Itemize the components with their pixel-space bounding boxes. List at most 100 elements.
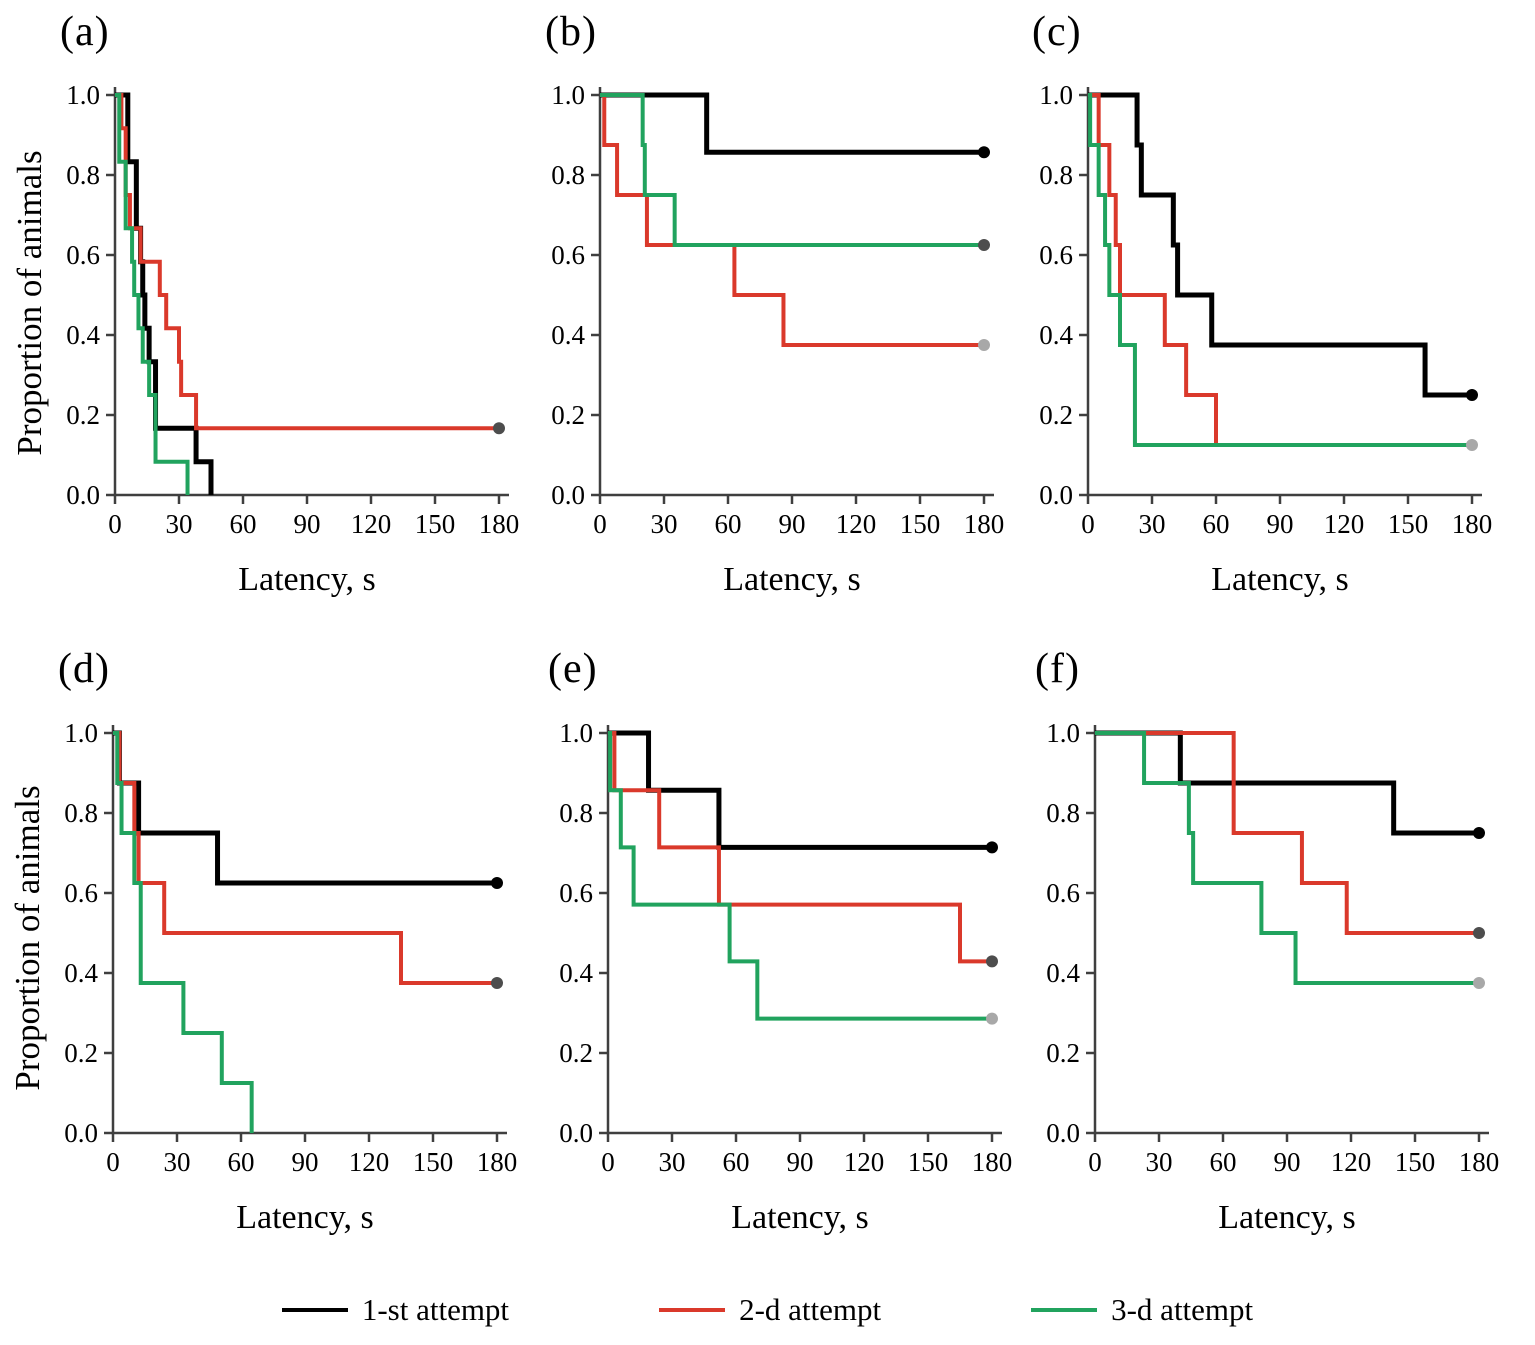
y-tick-label: 1.0 [1046,718,1080,748]
panel-label-f: (f) [1035,646,1080,692]
panel-f: 1.0 0.8 0.6 0.4 0.2 0.0 0 30 60 90 120 150 180 Latenc… [1017,713,1517,1248]
survival-plot-f: 1.0 0.8 0.6 0.4 0.2 0.0 0 30 60 90 120 150 180 Latenc… [1046,718,1499,1236]
legend-label: 3-d attempt [1111,1292,1254,1327]
y-tick-label: 1.0 [1039,80,1073,110]
legend-item-2d-attempt: 2-d attempt [659,1292,881,1328]
censor-dot-1-st-attempt [986,841,998,854]
y-tick-label: 0.4 [559,958,593,988]
curve-2-d-attempt [115,93,499,431]
panel-c: 1.0 0.8 0.6 0.4 0.2 0.0 0 30 60 90 120 150 180 Latenc… [1010,75,1510,610]
censor-dot-3-d-attempt [1473,977,1485,989]
y-tick-label: 0.2 [559,1038,593,1068]
x-tick-label: 30 [166,509,193,539]
censor-dot-2-d-attempt [493,422,505,435]
y-tick-label: 0.4 [1039,320,1073,350]
y-tick-label: 0.8 [551,160,585,190]
panel-label-b: (b) [545,9,597,55]
legend: 1-st attempt 2-d attempt 3-d attempt [0,1292,1535,1328]
x-tick-label: 180 [479,509,520,539]
y-tick-label: 0.2 [66,400,100,430]
y-tick-label: 0.8 [559,798,593,828]
x-tick-label: 180 [964,509,1005,539]
x-tick-label: 120 [351,509,392,539]
legend-item-3d-attempt: 3-d attempt [1031,1292,1253,1328]
x-tick-label: 120 [349,1147,390,1177]
y-tick-label: 0.6 [559,878,593,908]
x-tick-label: 150 [413,1147,454,1177]
x-tick-label: 90 [292,1147,319,1177]
y-tick-label: 0.2 [1039,400,1073,430]
axis-spines [598,87,994,497]
curve-1-st-attempt [600,92,984,155]
curve-2-d-attempt [1095,731,1479,935]
x-axis-label: Latency, s [238,561,376,598]
y-tick-label: 0.2 [1046,1038,1080,1068]
legend-label: 2-d attempt [739,1292,882,1327]
y-tick-label: 0.2 [551,400,585,430]
panel-label-c: (c) [1032,9,1082,55]
y-tick-label: 0.0 [64,1118,98,1148]
panel-d: 1.0 0.8 0.6 0.4 0.2 0.0 0 30 60 90 120 150 180 Latenc… [35,713,535,1248]
x-axis-label: Latency, s [723,561,861,598]
survival-plot-e: 1.0 0.8 0.6 0.4 0.2 0.0 0 30 60 90 120 150 180 Latenc… [559,718,1013,1236]
y-tick-label: 0.0 [1046,1118,1080,1148]
y-tick-label: 1.0 [559,718,593,748]
x-tick-label: 60 [228,1147,255,1177]
x-tick-label: 30 [1139,509,1166,539]
axis-spines [111,725,507,1135]
curve-3-d-attempt [608,731,992,1021]
censor-dot-2-d-attempt [1473,927,1485,939]
x-tick-label: 90 [294,509,321,539]
curve-1-st-attempt [1088,92,1472,398]
x-tick-label: 180 [972,1147,1013,1177]
y-tick-label: 0.8 [64,798,98,828]
curve-3-d-attempt [1095,731,1479,985]
x-tick-label: 60 [1203,509,1230,539]
x-tick-label: 30 [1146,1147,1173,1177]
axis-spines [1086,87,1482,497]
y-tick-label: 1.0 [551,80,585,110]
y-tick-label: 1.0 [66,80,100,110]
curve-2-d-attempt [1088,93,1218,445]
x-tick-label: 0 [1081,509,1095,539]
x-tick-label: 120 [844,1147,885,1177]
censor-dot-1-st-attempt [1466,389,1478,401]
x-axis-label: Latency, s [1211,561,1349,598]
x-tick-label: 0 [1088,1147,1102,1177]
x-axis-label: Latency, s [236,1199,374,1236]
censor-dot-1-st-attempt [491,877,503,889]
axis-spines [1093,725,1489,1135]
panel-e: 1.0 0.8 0.6 0.4 0.2 0.0 0 30 60 90 120 150 180 Latenc… [530,713,1030,1248]
x-tick-label: 150 [1388,509,1429,539]
x-tick-label: 120 [1324,509,1365,539]
x-tick-label: 60 [715,509,742,539]
x-axis-label: Latency, s [1218,1199,1356,1236]
axis-spines [113,87,509,497]
y-tick-label: 0.4 [64,958,98,988]
legend-line-swatch-green [1031,1308,1098,1312]
legend-line-swatch-black [281,1308,348,1312]
x-axis-label: Latency, s [731,1199,869,1236]
y-tick-label: 0.0 [66,480,100,510]
curve-2-d-attempt [113,731,497,985]
panel-label-d: (d) [58,646,110,692]
y-tick-label: 0.8 [1039,160,1073,190]
x-tick-label: 90 [1274,1147,1301,1177]
y-tick-label: 0.0 [551,480,585,510]
y-tick-label: 1.0 [64,718,98,748]
y-tick-label: 0.2 [64,1038,98,1068]
x-tick-label: 120 [836,509,877,539]
censor-dot-2-d-attempt [491,977,503,989]
x-tick-label: 0 [601,1147,615,1177]
x-tick-label: 150 [1395,1147,1436,1177]
censor-dot-3-d-attempt [978,239,990,251]
panel-b: 1.0 0.8 0.6 0.4 0.2 0.0 0 30 60 90 120 150 180 Latenc… [522,75,1022,610]
censor-dot-1-st-attempt [1473,827,1485,839]
y-tick-label: 0.6 [551,240,585,270]
x-tick-label: 180 [477,1147,518,1177]
curve-3-d-attempt [115,93,190,495]
x-tick-label: 180 [1452,509,1493,539]
x-tick-label: 150 [415,509,456,539]
survival-plot-a: 1.0 0.8 0.6 0.4 0.2 0.0 0 30 60 90 120 150 180 Latenc… [66,80,520,598]
